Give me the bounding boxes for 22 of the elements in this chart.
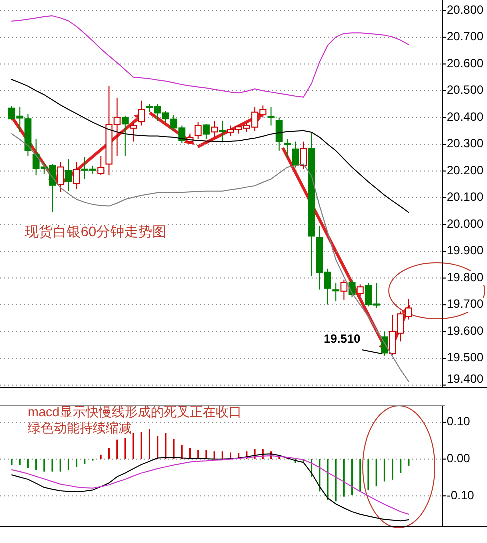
- y-tick-label: -0.10: [447, 488, 475, 502]
- y-tick-label: 20.200: [447, 163, 484, 178]
- y-tick-label: 20.300: [447, 136, 484, 151]
- y-tick-label: 20.400: [447, 110, 484, 124]
- y-tick-label: 20.100: [447, 190, 484, 204]
- y-tick-label: 20.500: [447, 83, 484, 98]
- y-tick-label: 19.400: [447, 372, 484, 386]
- y-tick-label: 19.700: [447, 297, 484, 312]
- annotation: 现货白银60分钟走势图: [25, 224, 167, 240]
- y-tick-label: 0.00: [447, 452, 471, 466]
- y-tick-label: 0.10: [447, 414, 471, 429]
- y-tick-label: 19.500: [447, 350, 484, 365]
- y-tick-label: 20.800: [447, 2, 484, 17]
- annotation: 绿色动能持续缩减: [28, 420, 132, 436]
- y-tick-label: 19.800: [447, 270, 484, 284]
- y-tick-label: 20.600: [447, 56, 484, 70]
- y-tick-label: 20.000: [447, 216, 484, 231]
- annotation: 19.510: [324, 332, 362, 346]
- y-tick-label: 19.900: [447, 244, 484, 258]
- y-tick-label: 20.700: [447, 30, 484, 44]
- annotation: macd显示快慢线形成的死叉正在收口: [28, 404, 242, 420]
- y-tick-label: 19.600: [447, 324, 484, 338]
